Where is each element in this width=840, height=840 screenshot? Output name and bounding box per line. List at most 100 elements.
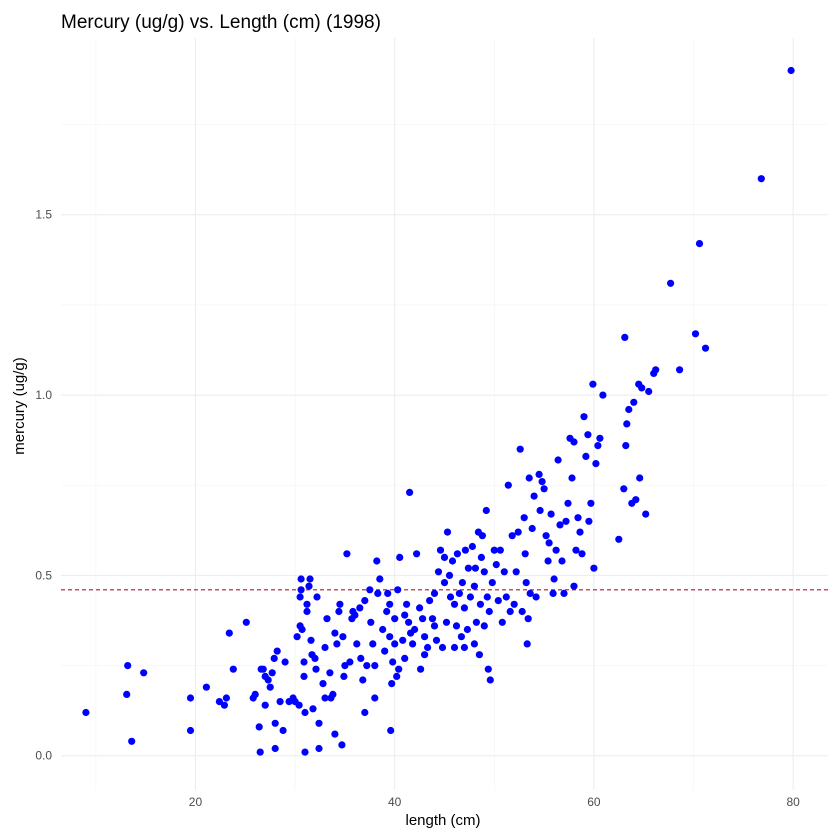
data-point xyxy=(564,499,572,507)
data-point xyxy=(343,550,351,558)
data-point xyxy=(301,748,309,756)
data-point xyxy=(340,672,348,681)
data-point xyxy=(411,625,419,634)
chart-title: Mercury (ug/g) vs. Length (cm) (1998) xyxy=(61,12,381,33)
data-point xyxy=(357,654,365,663)
data-point xyxy=(450,600,459,608)
data-point xyxy=(255,723,263,731)
data-point xyxy=(587,499,595,507)
data-point xyxy=(339,633,347,641)
data-point xyxy=(353,640,361,648)
data-point xyxy=(622,442,630,450)
data-point xyxy=(128,737,136,745)
data-point xyxy=(477,553,485,562)
data-point xyxy=(549,589,557,598)
data-point xyxy=(297,575,305,583)
data-point xyxy=(215,698,223,706)
data-point xyxy=(383,607,391,616)
data-point xyxy=(297,586,305,594)
data-point xyxy=(460,643,468,652)
data-point xyxy=(476,600,484,608)
data-point xyxy=(589,380,597,388)
data-point xyxy=(321,643,329,652)
data-point xyxy=(550,575,558,583)
data-point xyxy=(468,542,476,551)
data-point xyxy=(480,622,488,630)
data-point xyxy=(271,719,279,727)
data-point xyxy=(504,481,512,489)
data-point xyxy=(251,690,259,699)
data-point xyxy=(787,66,795,75)
data-point xyxy=(401,654,409,663)
data-point xyxy=(259,665,267,673)
data-point xyxy=(296,593,304,601)
data-point xyxy=(490,546,498,554)
data-point xyxy=(315,744,323,753)
x-tick-label: 20 xyxy=(189,795,203,809)
data-point xyxy=(436,546,445,554)
data-point xyxy=(295,701,303,709)
x-tick-label: 80 xyxy=(786,795,800,809)
data-point xyxy=(621,333,629,341)
data-point xyxy=(266,683,274,691)
data-point xyxy=(309,705,317,713)
data-point xyxy=(430,622,439,630)
data-point xyxy=(391,640,399,648)
data-point xyxy=(303,600,311,608)
data-point xyxy=(321,694,329,702)
y-axis-title: mercury (ug/g) xyxy=(11,357,28,455)
data-point xyxy=(376,575,384,583)
data-point xyxy=(530,492,538,500)
data-point xyxy=(526,589,534,598)
data-point xyxy=(336,600,344,608)
data-point xyxy=(632,496,640,504)
data-point xyxy=(482,506,490,515)
data-point xyxy=(186,726,195,735)
data-point xyxy=(484,665,492,673)
data-point xyxy=(578,550,586,558)
data-point xyxy=(460,604,468,612)
data-point xyxy=(367,618,375,626)
data-point xyxy=(438,643,447,652)
data-point xyxy=(311,654,319,663)
data-points xyxy=(82,66,795,756)
data-point xyxy=(554,456,562,464)
data-point xyxy=(471,564,479,572)
data-point xyxy=(301,708,309,717)
data-point xyxy=(440,553,449,562)
data-point xyxy=(585,517,593,525)
data-point xyxy=(359,676,367,684)
data-point xyxy=(326,669,334,677)
data-point xyxy=(279,726,287,735)
data-point xyxy=(374,589,382,598)
data-point xyxy=(416,604,424,612)
data-point xyxy=(273,647,281,655)
data-point xyxy=(496,546,504,554)
data-point xyxy=(461,546,469,554)
data-point xyxy=(560,589,568,598)
data-point xyxy=(500,568,508,576)
data-point xyxy=(525,474,533,482)
data-point xyxy=(590,564,598,572)
data-point xyxy=(691,330,700,338)
data-point xyxy=(540,485,548,493)
data-point xyxy=(518,607,526,616)
data-point xyxy=(464,564,472,572)
data-point xyxy=(498,618,506,626)
data-point xyxy=(532,593,540,601)
y-tick-label: 1.0 xyxy=(35,388,52,402)
data-point xyxy=(401,611,409,619)
data-point xyxy=(419,615,427,623)
data-point xyxy=(222,694,230,702)
data-point xyxy=(381,647,389,655)
data-point xyxy=(492,561,500,569)
data-point xyxy=(630,398,638,406)
data-point xyxy=(300,672,308,681)
data-point xyxy=(413,550,421,558)
data-point xyxy=(472,618,480,626)
data-point xyxy=(652,366,660,374)
data-point xyxy=(676,366,684,374)
data-point xyxy=(440,579,449,587)
data-point xyxy=(544,557,552,565)
data-point xyxy=(361,708,369,717)
